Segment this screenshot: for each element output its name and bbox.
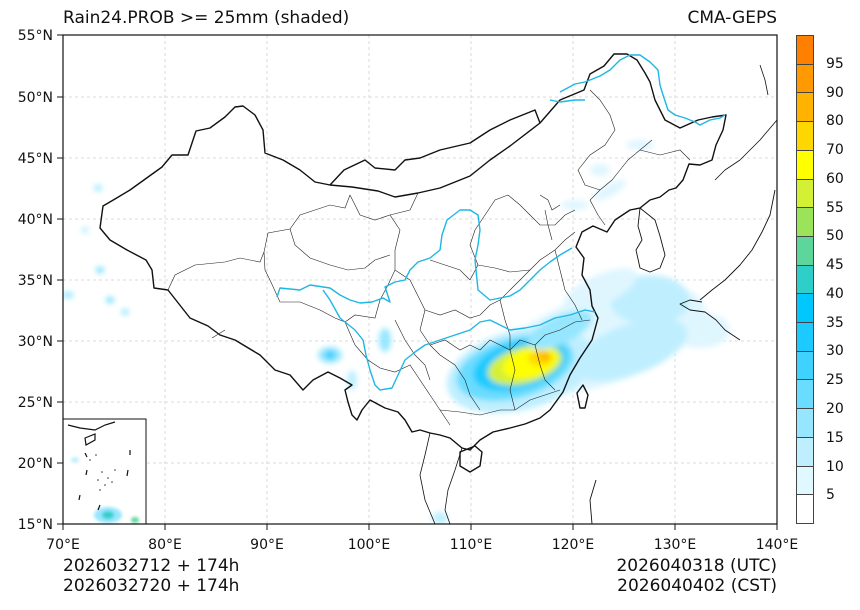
country-borders <box>99 53 777 524</box>
south-china-sea-inset <box>62 418 147 525</box>
colorbar-segment <box>797 351 813 381</box>
colorbar-segment <box>797 64 813 94</box>
colorbar-segment <box>797 495 813 523</box>
lat-label: 55°N <box>18 28 53 44</box>
colorbar-label: 95 <box>826 55 844 72</box>
colorbar-label: 70 <box>826 142 844 159</box>
colorbar-segment <box>797 380 813 410</box>
lat-label: 45°N <box>18 151 53 167</box>
colorbar-segment <box>797 294 813 324</box>
longitude-labels: 70°E 80°E 90°E 100°E 110°E 120°E 130°E 1… <box>46 537 798 553</box>
colorbar-segment <box>797 466 813 496</box>
lat-label: 50°N <box>18 90 53 106</box>
map-title: Rain24.PROB >= 25mm (shaded) <box>63 8 350 28</box>
lon-label: 80°E <box>148 537 182 553</box>
lon-label: 130°E <box>654 537 697 553</box>
lon-label: 120°E <box>552 537 595 553</box>
colorbar-segment <box>797 122 813 151</box>
init-time-info: 2026032712 + 174h 2026032720 + 174h <box>63 556 239 596</box>
valid-time-utc: 2026040318 (UTC) <box>616 556 777 576</box>
colorbar-segment <box>797 437 813 467</box>
lat-label: 25°N <box>18 395 53 411</box>
lon-label: 140°E <box>756 537 799 553</box>
lon-label: 70°E <box>46 537 80 553</box>
lat-label: 40°N <box>18 212 53 228</box>
colorbar-label: 50 <box>826 228 844 245</box>
lat-label: 20°N <box>18 456 53 472</box>
colorbar-label: 25 <box>826 372 844 389</box>
colorbar-label: 30 <box>826 343 844 360</box>
lat-label: 15°N <box>18 517 53 533</box>
colorbar-label: 90 <box>826 84 844 101</box>
colorbar-label: 15 <box>826 429 844 446</box>
colorbar-segment <box>797 36 813 65</box>
colorbar-label: 20 <box>826 400 844 417</box>
init-line-1: 2026032712 + 174h <box>63 556 240 576</box>
colorbar-label: 40 <box>826 285 844 302</box>
colorbar-segment <box>797 323 813 352</box>
province-borders <box>167 89 691 426</box>
colorbar <box>796 35 814 524</box>
colorbar-label: 45 <box>826 257 844 274</box>
lon-label: 90°E <box>250 537 284 553</box>
colorbar-labels: 95 90 80 70 60 55 50 45 40 35 30 25 20 1… <box>826 35 860 524</box>
colorbar-segment <box>797 93 813 123</box>
colorbar-segment <box>797 179 813 209</box>
plot-area <box>63 35 777 524</box>
lon-label: 110°E <box>450 537 493 553</box>
colorbar-segment <box>797 409 813 438</box>
lat-label: 30°N <box>18 334 53 350</box>
colorbar-label: 80 <box>826 113 844 130</box>
colorbar-label: 60 <box>826 170 844 187</box>
colorbar-label: 35 <box>826 314 844 331</box>
colorbar-segment <box>797 236 813 266</box>
colorbar-segment <box>797 265 813 295</box>
lon-label: 100°E <box>348 537 391 553</box>
init-line-2: 2026032720 + 174h <box>63 576 240 596</box>
colorbar-label: 55 <box>826 199 844 216</box>
valid-time-info: 2026040318 (UTC) 2026040402 (CST) <box>616 556 777 596</box>
colorbar-label: 10 <box>826 458 844 475</box>
colorbar-segment <box>797 208 813 237</box>
colorbar-segment <box>797 150 813 180</box>
model-name: CMA-GEPS <box>687 8 777 28</box>
rivers <box>276 54 726 391</box>
colorbar-label: 5 <box>826 487 835 504</box>
valid-time-cst: 2026040402 (CST) <box>617 576 777 596</box>
latitude-labels: 55°N 50°N 45°N 40°N 35°N 30°N 25°N 20°N … <box>18 28 53 533</box>
lat-label: 35°N <box>18 273 53 289</box>
